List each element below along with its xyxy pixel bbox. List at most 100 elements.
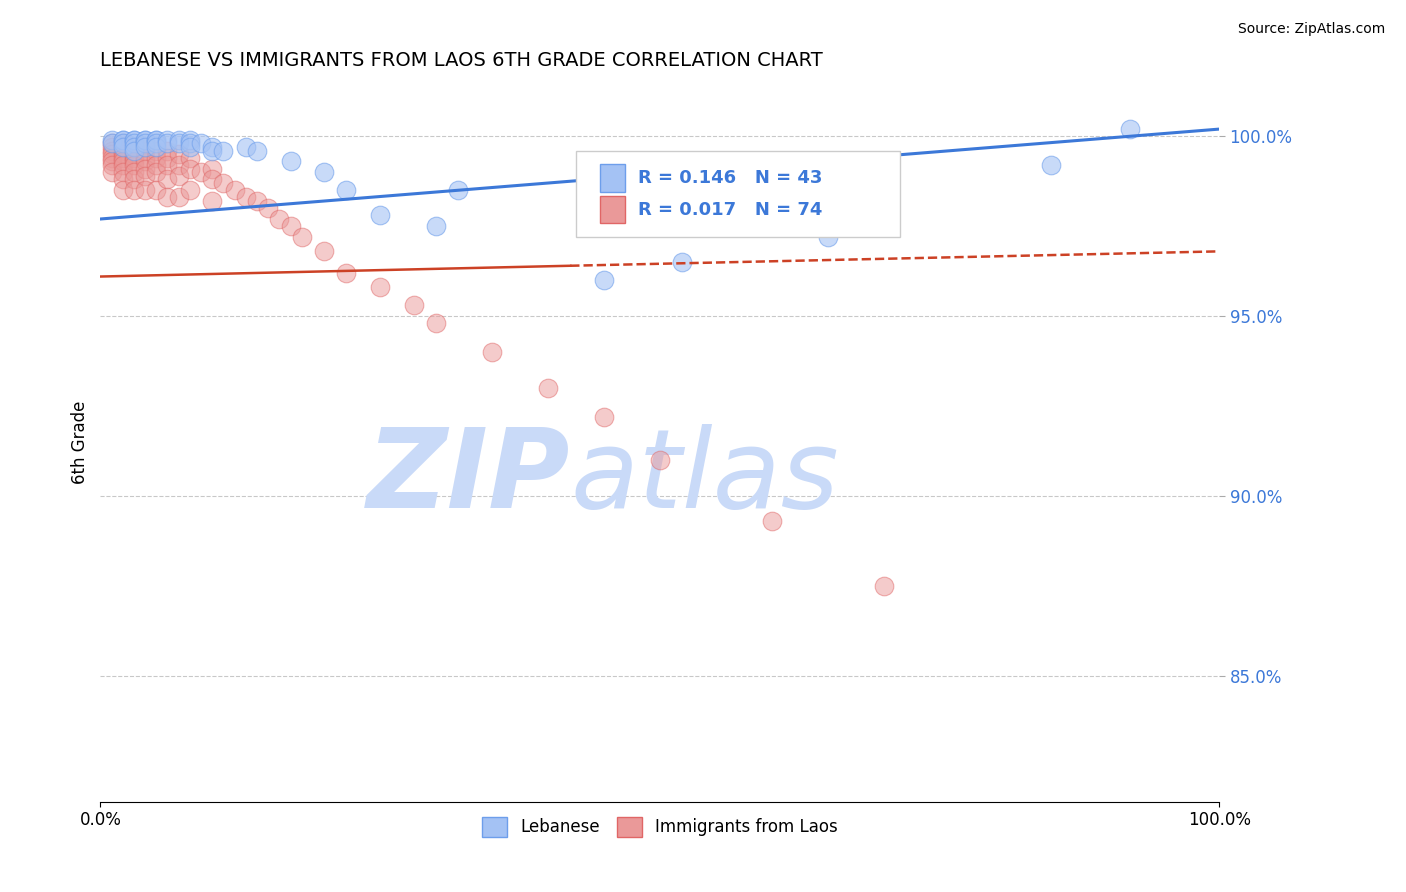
Point [111,172,134,186]
Point [100,154,122,169]
Text: atlas: atlas [571,425,839,532]
Point [111,133,134,147]
Point [122,154,145,169]
Text: ZIP: ZIP [367,425,571,532]
Point [145,133,167,147]
Point [167,169,190,183]
Point [122,140,145,154]
Text: R = 0.146   N = 43: R = 0.146 N = 43 [638,169,823,187]
Point [212,176,235,190]
Point [122,140,145,154]
Point [592,273,614,287]
Point [235,140,257,154]
Point [134,140,156,154]
Point [145,183,167,197]
Point [134,161,156,176]
Point [179,161,201,176]
Point [246,144,269,158]
Point [335,266,357,280]
Point [368,280,391,294]
Point [134,169,156,183]
Point [291,230,314,244]
Point [100,133,122,147]
Point [368,208,391,222]
Point [156,158,179,172]
Point [145,165,167,179]
Point [167,158,190,172]
FancyBboxPatch shape [600,196,626,223]
Point [592,409,614,424]
Point [425,316,447,330]
Point [190,165,212,179]
Point [179,183,201,197]
Point [145,158,167,172]
Point [167,136,190,151]
Point [1118,122,1140,136]
Point [246,194,269,208]
Point [100,136,122,151]
Point [145,133,167,147]
Point [122,136,145,151]
Point [537,381,560,395]
Point [122,172,145,186]
FancyBboxPatch shape [576,151,900,237]
Point [179,151,201,165]
Point [761,514,783,528]
Point [179,136,201,151]
Point [100,140,122,154]
Point [179,133,201,147]
Point [111,136,134,151]
Point [156,190,179,204]
Point [122,147,145,161]
Point [111,133,134,147]
Point [111,140,134,154]
Point [100,158,122,172]
Point [280,219,302,234]
Point [134,133,156,147]
FancyBboxPatch shape [600,164,626,192]
Point [145,140,167,154]
Point [179,140,201,154]
Point [100,144,122,158]
Point [122,158,145,172]
Text: R = 0.017   N = 74: R = 0.017 N = 74 [638,201,823,219]
Point [447,183,470,197]
Point [269,212,291,227]
Point [224,183,246,197]
Point [156,136,179,151]
Point [167,190,190,204]
Point [201,172,224,186]
Point [134,136,156,151]
Point [134,183,156,197]
Point [111,154,134,169]
Point [167,147,190,161]
Point [122,133,145,147]
Text: Source: ZipAtlas.com: Source: ZipAtlas.com [1237,22,1385,37]
Point [817,230,839,244]
Point [145,144,167,158]
Point [134,133,156,147]
Text: LEBANESE VS IMMIGRANTS FROM LAOS 6TH GRADE CORRELATION CHART: LEBANESE VS IMMIGRANTS FROM LAOS 6TH GRA… [100,51,823,70]
Point [145,151,167,165]
Point [111,165,134,179]
Point [402,298,425,312]
Point [122,144,145,158]
Point [100,147,122,161]
Point [122,133,145,147]
Point [167,133,190,147]
Point [134,151,156,165]
Point [111,147,134,161]
Point [145,136,167,151]
Point [190,136,212,151]
Point [111,144,134,158]
Point [201,140,224,154]
Point [122,144,145,158]
Point [314,244,336,259]
Point [201,194,224,208]
Legend: Lebanese, Immigrants from Laos: Lebanese, Immigrants from Laos [475,810,844,844]
Point [335,183,357,197]
Point [100,165,122,179]
Point [648,453,671,467]
Point [425,219,447,234]
Point [156,151,179,165]
